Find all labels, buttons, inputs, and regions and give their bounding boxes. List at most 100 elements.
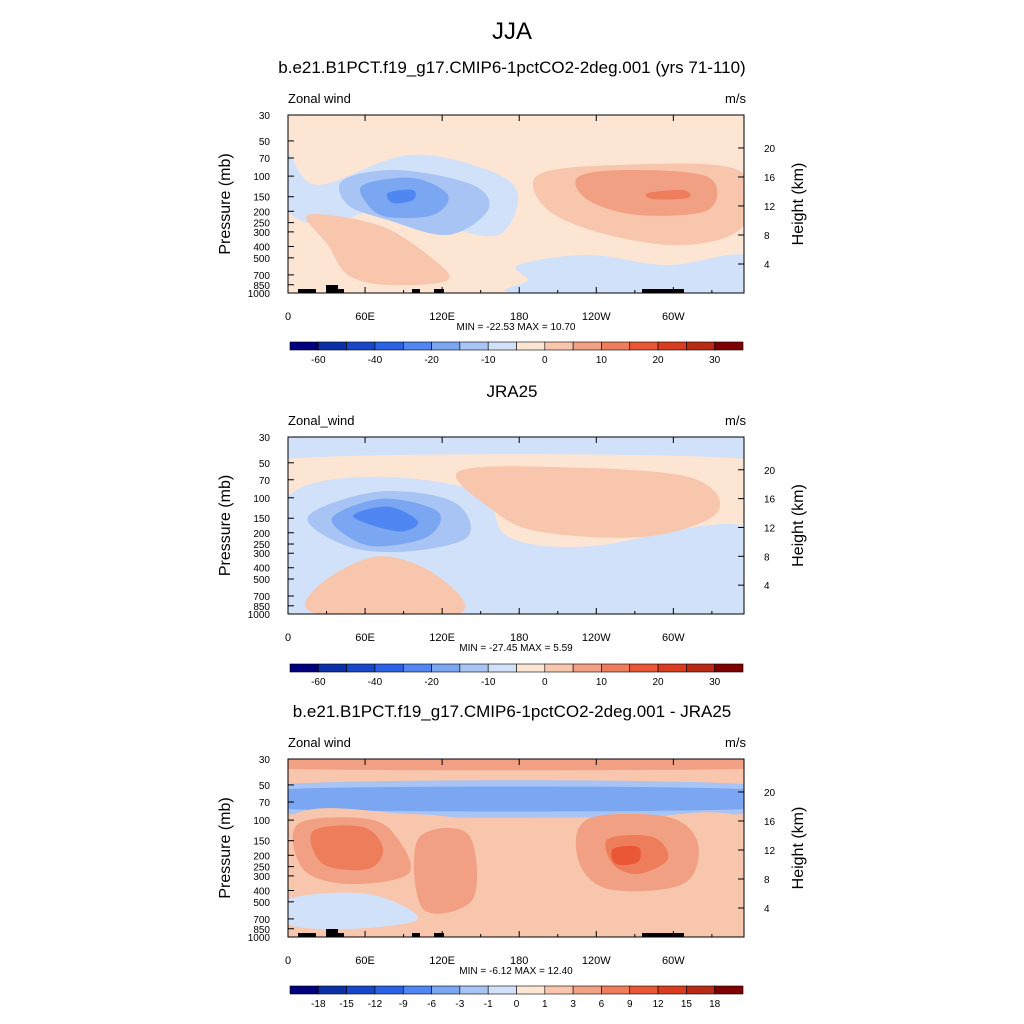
height-tick-label: 16	[764, 495, 776, 506]
colorbar-label: 1	[542, 999, 548, 1010]
topography-0	[298, 289, 316, 293]
pressure-tick-label: 850	[253, 925, 270, 936]
colorbar-box	[657, 985, 687, 995]
colorbar-label: -12	[368, 999, 383, 1010]
pressure-tick-label: 150	[253, 837, 270, 848]
pressure-tick-label: 250	[253, 540, 270, 551]
colorbar-box	[629, 985, 659, 995]
topography-peak	[326, 929, 338, 937]
panel-title: JRA25	[486, 382, 538, 401]
colorbar-box	[714, 663, 744, 673]
colorbar-box	[714, 341, 744, 351]
pressure-tick-label: 250	[253, 219, 270, 230]
contour-region-9	[306, 214, 450, 286]
pressure-tick-label: 200	[253, 851, 270, 862]
topography-5	[642, 289, 684, 293]
height-axis-label: Height (km)	[790, 807, 807, 890]
colorbar-label: 20	[653, 355, 665, 366]
pressure-tick-label: 500	[253, 575, 270, 586]
colorbar-label: 0	[514, 999, 520, 1010]
lon-tick-label: 120W	[582, 955, 611, 967]
contour-fill	[288, 759, 744, 937]
colorbar-box	[459, 985, 489, 995]
colorbar-label: 30	[709, 677, 721, 688]
height-tick-label: 16	[764, 173, 776, 184]
pressure-tick-label: 30	[259, 433, 271, 444]
pressure-tick-label: 30	[259, 111, 271, 122]
pressure-tick-label: 1000	[248, 933, 271, 944]
colorbar-box	[544, 985, 574, 995]
pressure-tick-label: 30	[259, 755, 271, 766]
pressure-tick-label: 100	[253, 494, 270, 505]
colorbar-label: -60	[311, 355, 326, 366]
lon-tick-label: 120E	[429, 632, 455, 644]
lon-tick-label: 120E	[429, 311, 455, 323]
height-tick-label: 8	[764, 231, 770, 242]
pressure-tick-label: 850	[253, 281, 270, 292]
lon-tick-label: 180	[510, 632, 528, 644]
height-tick-label: 4	[764, 260, 770, 271]
units-label: m/s	[725, 91, 746, 106]
colorbar-box	[714, 985, 744, 995]
colorbar-box	[487, 985, 517, 995]
variable-label: Zonal wind	[288, 91, 351, 106]
colorbar-box	[572, 985, 602, 995]
lon-tick-label: 180	[510, 955, 528, 967]
colorbar-label: 30	[709, 355, 721, 366]
height-tick-label: 8	[764, 552, 770, 563]
contour-region-10	[413, 827, 478, 914]
contour-fill	[288, 437, 744, 614]
colorbar-box	[402, 985, 432, 995]
pressure-tick-label: 100	[253, 816, 270, 827]
colorbar-label: 15	[681, 999, 693, 1010]
min-max-stats: MIN = -6.12 MAX = 12.40	[459, 966, 573, 977]
pressure-axis-label: Pressure (mb)	[217, 475, 234, 576]
lon-tick-label: 60E	[355, 311, 375, 323]
colorbar-box	[318, 985, 347, 995]
pressure-tick-label: 700	[253, 592, 270, 603]
panel-title: b.e21.B1PCT.f19_g17.CMIP6-1pctCO2-2deg.0…	[278, 58, 746, 77]
pressure-tick-label: 400	[253, 242, 270, 253]
topography-4	[434, 289, 444, 293]
topography-0	[298, 933, 316, 937]
topography-peak	[326, 285, 338, 293]
colorbar-label: -40	[368, 677, 383, 688]
colorbar-box	[516, 985, 546, 995]
variable-label: Zonal wind	[288, 735, 351, 750]
colorbar-label: -20	[424, 355, 439, 366]
pressure-tick-label: 1000	[248, 289, 271, 300]
pressure-tick-label: 200	[253, 207, 270, 218]
pressure-axis-label: Pressure (mb)	[217, 153, 234, 254]
pressure-tick-label: 500	[253, 254, 270, 265]
colorbar-label: 10	[596, 355, 608, 366]
min-max-stats: MIN = -27.45 MAX = 5.59	[459, 643, 573, 654]
pressure-tick-label: 400	[253, 564, 270, 575]
colorbar-label: 0	[542, 677, 548, 688]
plot-frame	[287, 436, 745, 615]
lon-tick-label: 0	[285, 632, 291, 644]
height-tick-label: 16	[764, 817, 776, 828]
lon-tick-label: 120W	[582, 311, 611, 323]
contour-region-0	[288, 115, 744, 166]
pressure-tick-label: 400	[253, 886, 270, 897]
colorbar-box	[601, 985, 631, 995]
lon-tick-label: 120W	[582, 632, 611, 644]
pressure-tick-label: 150	[253, 193, 270, 204]
colorbar-label: 10	[596, 677, 608, 688]
figure-title: JJA	[491, 18, 532, 45]
colorbar-label: 20	[653, 677, 665, 688]
height-tick-label: 4	[764, 904, 770, 915]
pressure-tick-label: 150	[253, 514, 270, 525]
lon-tick-label: 60W	[662, 632, 685, 644]
contour-region-8	[305, 556, 466, 614]
colorbar-label: 12	[653, 999, 665, 1010]
topography-2	[338, 933, 344, 937]
pressure-tick-label: 50	[259, 137, 271, 148]
topography-3	[412, 933, 420, 937]
lon-tick-label: 60E	[355, 955, 375, 967]
lon-tick-label: 0	[285, 955, 291, 967]
